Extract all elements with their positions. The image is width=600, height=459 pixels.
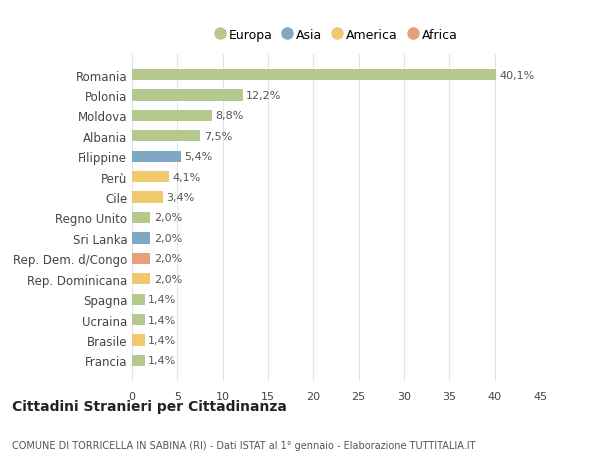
Text: COMUNE DI TORRICELLA IN SABINA (RI) - Dati ISTAT al 1° gennaio - Elaborazione TU: COMUNE DI TORRICELLA IN SABINA (RI) - Da… [12,440,476,450]
Text: 2,0%: 2,0% [154,254,182,264]
Text: 2,0%: 2,0% [154,213,182,223]
Text: 1,4%: 1,4% [148,335,176,345]
Bar [132,192,163,203]
Text: 2,0%: 2,0% [154,233,182,243]
Bar [132,111,212,122]
Bar [132,131,200,142]
Text: 1,4%: 1,4% [148,356,176,365]
Bar [132,294,145,305]
Bar [132,151,181,162]
Legend: Europa, Asia, America, Africa: Europa, Asia, America, Africa [215,29,457,42]
Text: Cittadini Stranieri per Cittadinanza: Cittadini Stranieri per Cittadinanza [12,399,287,413]
Bar [132,70,496,81]
Text: 12,2%: 12,2% [246,91,281,101]
Bar [132,274,150,285]
Text: 40,1%: 40,1% [499,71,535,80]
Bar [132,213,150,224]
Text: 3,4%: 3,4% [166,193,195,203]
Bar [132,233,150,244]
Bar [132,172,169,183]
Bar [132,355,145,366]
Bar [132,90,242,101]
Text: 5,4%: 5,4% [185,152,213,162]
Text: 2,0%: 2,0% [154,274,182,284]
Bar [132,253,150,264]
Text: 8,8%: 8,8% [215,111,244,121]
Bar [132,314,145,325]
Text: 1,4%: 1,4% [148,315,176,325]
Text: 1,4%: 1,4% [148,295,176,304]
Text: 4,1%: 4,1% [173,172,201,182]
Bar [132,335,145,346]
Text: 7,5%: 7,5% [203,132,232,141]
